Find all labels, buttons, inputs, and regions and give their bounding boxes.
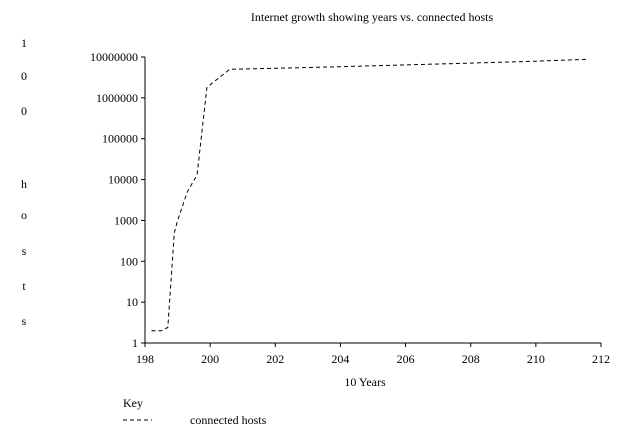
x-tick-label: 212 [592,352,610,366]
y-axis-label: 1 0 0 h o s t s [21,36,27,328]
y-axis-label-char: 1 [21,36,27,50]
y-axis-ticks: 1 10 100 1000 10000 100000 1000000 10000000 [90,50,145,350]
x-axis-label: 10 Years [344,375,386,389]
y-tick-label: 10 [126,295,138,309]
x-axis-ticks: 198 200 202 204 206 208 210 212 [136,343,610,366]
series-line-connected-hosts [151,58,589,332]
y-axis-label-char: s [22,314,27,328]
y-tick-label: 1 [132,336,138,350]
x-tick-label: 202 [266,352,284,366]
x-tick-label: 200 [201,352,219,366]
y-axis-label-char: s [22,244,27,258]
y-tick-label: 10000 [108,173,138,187]
x-tick-label: 204 [331,352,349,366]
legend: Key connected hosts [123,396,267,427]
y-tick-label: 1000000 [96,91,138,105]
legend-label-connected-hosts: connected hosts [190,413,267,427]
y-tick-label: 100 [120,254,138,268]
y-tick-label: 10000000 [90,50,138,64]
y-tick-label: 100000 [102,132,138,146]
x-tick-label: 198 [136,352,154,366]
y-axis-label-char: h [21,177,27,191]
y-axis-label-char: 0 [21,69,27,83]
x-tick-label: 206 [397,352,415,366]
legend-title: Key [123,396,143,410]
y-tick-label: 1000 [114,213,138,227]
y-axis-label-char: 0 [21,104,27,118]
x-tick-label: 210 [527,352,545,366]
chart-title: Internet growth showing years vs. connec… [251,10,494,24]
y-axis-label-char: o [21,208,27,222]
y-axis-label-char: t [22,279,26,293]
x-tick-label: 208 [462,352,480,366]
